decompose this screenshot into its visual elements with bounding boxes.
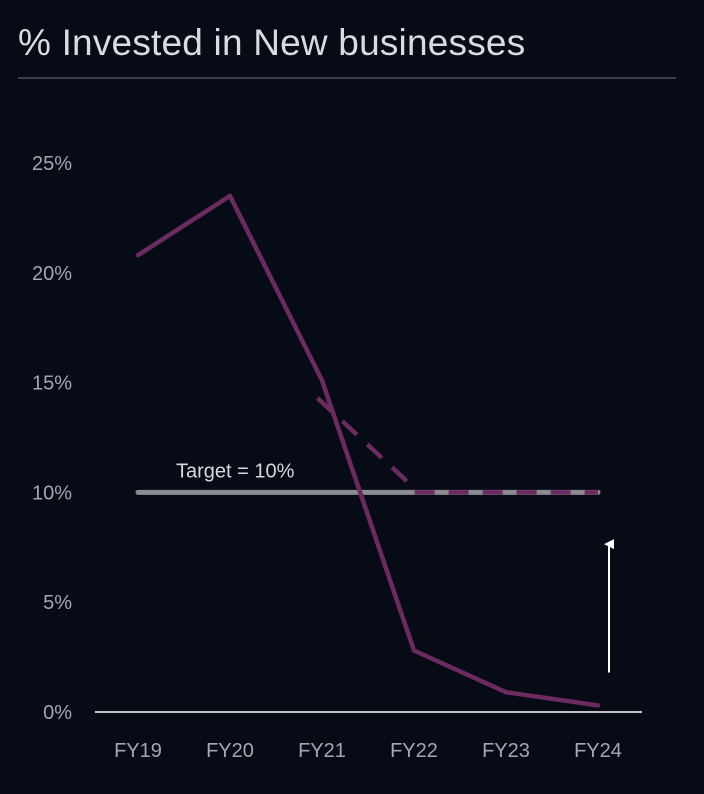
chart-title: % Invested in New businesses: [18, 22, 526, 63]
data-point: [227, 193, 233, 199]
target-label: Target = 10%: [176, 460, 295, 482]
y-tick-label: 25%: [32, 153, 72, 175]
x-tick-label: FY24: [574, 740, 622, 762]
x-tick-label: FY21: [298, 740, 346, 762]
x-tick-label: FY19: [114, 740, 162, 762]
y-tick-label: 15%: [32, 373, 72, 395]
data-point: [595, 703, 601, 708]
projection-dashed-line: [315, 396, 598, 495]
title-divider: [18, 77, 676, 79]
data-point: [135, 253, 141, 258]
x-tick-label: FY22: [390, 740, 438, 762]
x-tick-label: FY20: [206, 740, 254, 762]
y-tick-label: 0%: [43, 702, 72, 724]
data-point: [319, 378, 325, 383]
data-point: [503, 690, 509, 695]
actual-series-line: [136, 193, 599, 708]
y-tick-label: 5%: [43, 592, 72, 614]
data-point: [411, 648, 417, 653]
x-tick-label: FY23: [482, 740, 530, 762]
y-tick-label: 20%: [32, 263, 72, 285]
y-tick-label: 10%: [32, 482, 72, 504]
